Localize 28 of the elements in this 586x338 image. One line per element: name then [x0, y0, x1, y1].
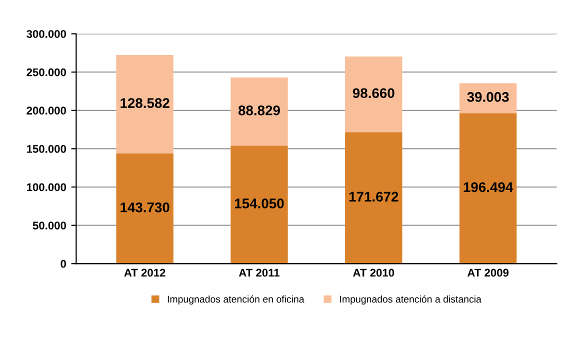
bar: [459, 113, 517, 264]
x-tick-label: AT 2012: [124, 268, 166, 277]
y-tick-label: 200.000: [26, 106, 66, 115]
y-tick-label: 0: [60, 260, 66, 268]
bar: [116, 55, 174, 154]
data-label: 154.050: [235, 198, 284, 208]
y-tick-label: 150.000: [27, 144, 66, 153]
y-tick-label: 50.000: [32, 222, 66, 230]
y-tick-label: 250.000: [26, 68, 66, 76]
data-label: 39.003: [467, 92, 509, 102]
data-label: 128.582: [120, 98, 170, 108]
data-label: 143.730: [120, 202, 170, 212]
bar: [116, 154, 174, 264]
data-label: 196.494: [464, 182, 514, 192]
bar: [230, 78, 288, 146]
bar: [345, 56, 402, 132]
y-tick-label: 300.000: [26, 30, 66, 38]
bar: [230, 146, 288, 264]
legend-label: Impugnados atención en oficina: [168, 295, 304, 305]
x-tick-label: AT 2011: [238, 268, 280, 277]
data-label: 171.672: [349, 192, 398, 202]
data-label: 88.829: [238, 105, 280, 116]
bar: [345, 132, 402, 264]
legend-label: Impugnados atención a distancia: [340, 295, 482, 305]
x-tick-label: AT 2010: [353, 268, 394, 277]
y-tick-label: 100.000: [27, 183, 66, 192]
x-tick-label: AT 2009: [467, 268, 509, 277]
data-label: 98.660: [352, 88, 394, 98]
